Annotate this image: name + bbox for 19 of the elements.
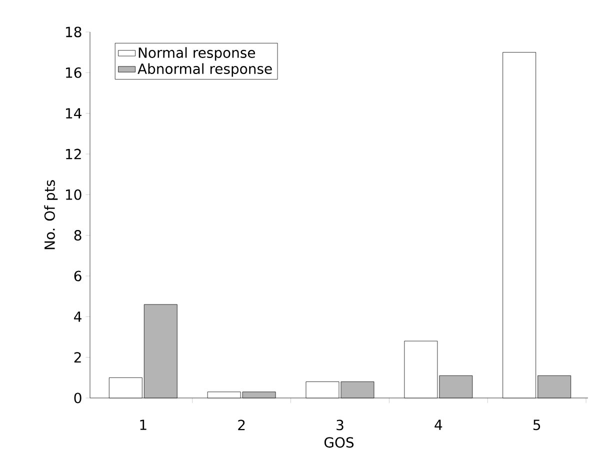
legend-label: Abnormal response <box>138 63 272 77</box>
y-tick-label: 16 <box>66 67 82 78</box>
y-tick-label: 14 <box>66 108 82 118</box>
x-tick-label: 1 <box>140 420 146 430</box>
y-tick-label: 12 <box>66 148 81 160</box>
x-axis-title: GOS <box>324 437 354 448</box>
y-tick-label: 6 <box>74 270 82 282</box>
y-tick-label: 18 <box>66 26 82 38</box>
y-tick-label: 4 <box>74 312 82 322</box>
y-axis-title: No. Of pts <box>44 180 58 250</box>
y-tick-label: 10 <box>66 189 82 200</box>
y-tick-label: 2 <box>74 352 81 362</box>
x-tick-label: 5 <box>533 420 540 430</box>
y-tick-label: 0 <box>74 392 82 404</box>
x-tick-label: 3 <box>336 420 344 430</box>
y-tick-label: 8 <box>74 230 82 241</box>
legend-label: Normal response <box>138 47 256 61</box>
x-tick-label: 4 <box>434 420 442 430</box>
x-tick-label: 2 <box>238 420 245 430</box>
